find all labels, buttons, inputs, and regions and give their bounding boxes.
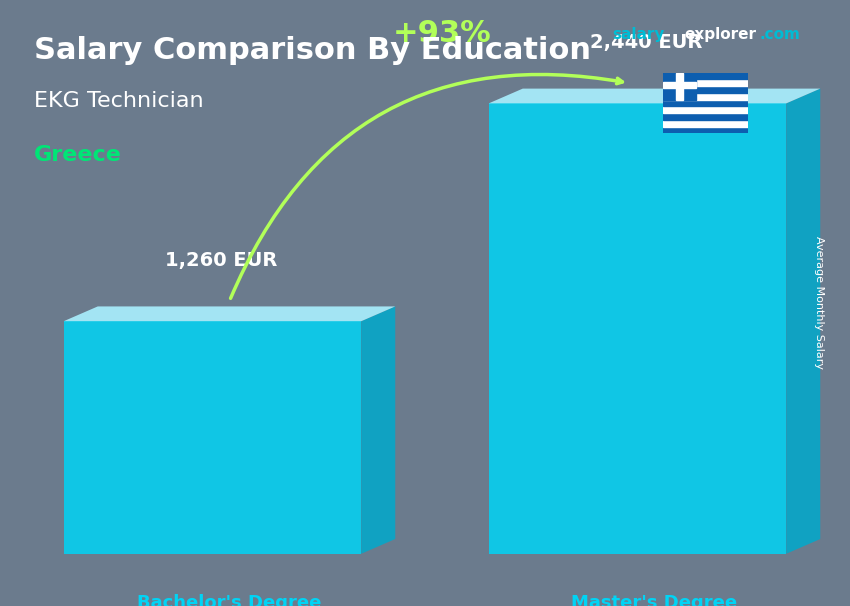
Polygon shape [361,307,395,554]
Bar [663,113,748,120]
Text: explorer: explorer [684,27,756,42]
Bar [663,82,696,88]
Bar [663,73,696,99]
Text: 2,440 EUR: 2,440 EUR [590,33,702,52]
Polygon shape [786,88,820,554]
Bar [663,127,748,133]
Polygon shape [489,88,820,104]
Polygon shape [64,321,361,554]
Text: Salary Comparison By Education: Salary Comparison By Education [34,36,591,65]
Text: Average Monthly Salary: Average Monthly Salary [814,236,824,370]
Polygon shape [489,104,786,554]
Bar [663,99,748,107]
Text: Bachelor's Degree: Bachelor's Degree [138,594,321,606]
Polygon shape [64,307,395,321]
Bar [663,93,748,99]
Bar [663,79,748,86]
Text: .com: .com [759,27,800,42]
Bar [663,107,748,113]
Text: 1,260 EUR: 1,260 EUR [165,250,277,270]
Text: Greece: Greece [34,145,122,165]
Text: salary: salary [612,27,665,42]
Bar [663,120,748,127]
Bar [663,73,748,79]
Text: Master's Degree: Master's Degree [571,594,738,606]
Bar [663,86,748,93]
Text: EKG Technician: EKG Technician [34,91,204,111]
Text: +93%: +93% [393,19,491,48]
Bar [677,73,683,99]
